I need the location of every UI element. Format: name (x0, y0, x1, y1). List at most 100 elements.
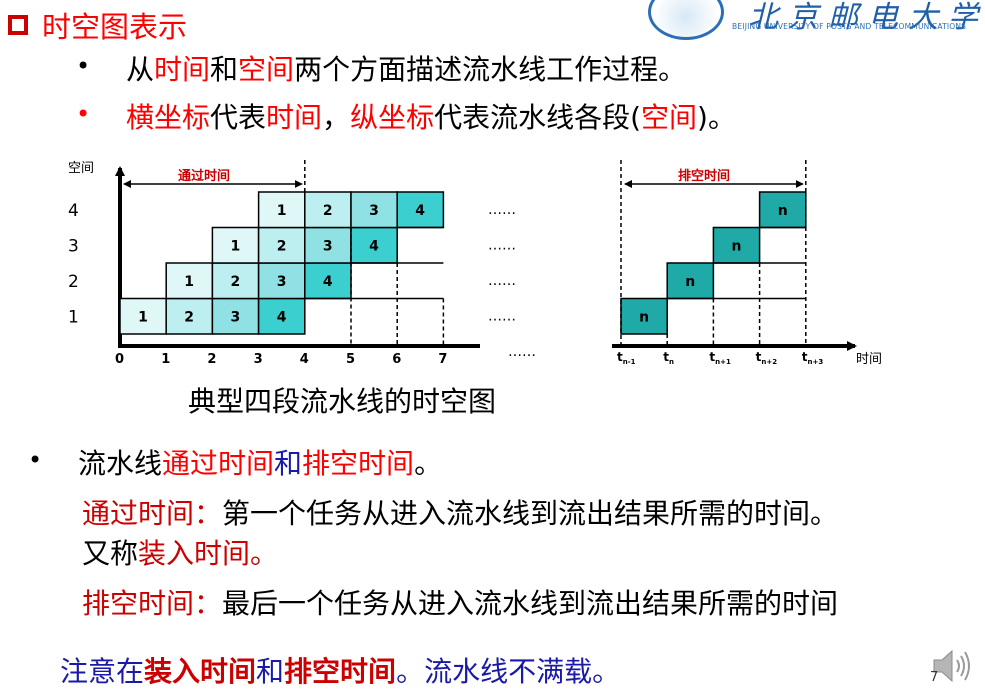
x-tick-subscript: n+2 (761, 358, 777, 366)
task-n-label: n (778, 203, 788, 219)
slide-title: 时空图表示 (8, 4, 187, 46)
x-tick-subscript: n+3 (808, 358, 824, 366)
text: 注意在 (60, 655, 145, 688)
highlight-y-axis: 纵坐标 (350, 101, 435, 134)
text: 从 (126, 53, 155, 86)
x-tick-label: 4 (300, 352, 309, 367)
x-tick-label-right: tn (663, 350, 674, 366)
text: )。 (697, 101, 736, 134)
task-cell-n (666, 262, 715, 300)
title-text: 时空图表示 (42, 10, 188, 44)
task-cell-n (620, 297, 668, 335)
continuation-dots: …… (488, 273, 516, 289)
x-tick-label-right: tn+2 (756, 350, 778, 366)
definition-text: 第一个任务从进入流水线到流出结果所需的时间。 (222, 497, 839, 530)
task-number: 3 (369, 203, 379, 219)
definition-fill-alt: 又称装入时间。 (82, 532, 278, 572)
highlight-space: 空间 (641, 101, 698, 134)
definition-fill-time: 通过时间：第一个任务从进入流水线到流出结果所需的时间。 (82, 492, 838, 532)
task-cell (396, 191, 445, 229)
x-tick-label: 3 (254, 352, 263, 367)
bullet-marker: • (76, 52, 91, 80)
task-number: 4 (277, 309, 287, 325)
highlight-space: 空间 (238, 53, 295, 86)
task-cell (304, 226, 352, 264)
stage-label: 4 (68, 201, 79, 221)
task-number: 2 (323, 203, 333, 219)
text: 。 (250, 537, 279, 570)
drain-time-label: 排空时间 (678, 168, 730, 184)
task-cell (211, 226, 260, 264)
task-number: 2 (184, 309, 194, 325)
definition-label: 通过时间： (82, 497, 223, 530)
university-seal-icon (648, 0, 724, 40)
speaker-icon[interactable] (930, 646, 974, 686)
stage-label: 2 (68, 272, 79, 292)
task-cell (257, 262, 306, 300)
definition-drain-time: 排空时间：最后一个任务从进入流水线到流出结果所需的时间 (82, 582, 838, 622)
task-number: 4 (415, 203, 425, 219)
task-cell (257, 191, 306, 229)
task-cell (119, 297, 167, 335)
continuation-dots: …… (488, 237, 516, 253)
x-axis-label: 时间 (856, 352, 882, 367)
task-number: 1 (184, 274, 194, 290)
highlight-load-time: 装入时间 (138, 537, 251, 570)
fill-time-label: 通过时间 (178, 168, 230, 184)
continuation-dots: …… (488, 202, 516, 218)
highlight-drain-time: 排空时间 (284, 655, 397, 688)
task-number: 3 (277, 274, 287, 290)
text: 和 (274, 447, 303, 480)
text: 又称 (82, 537, 139, 570)
logo-chinese: 北京邮电大学 (748, 0, 985, 35)
task-n-label: n (639, 309, 649, 325)
logo-english: BEIJING UNIVERSITY OF POSTS AND TELECOMM… (732, 22, 967, 31)
text: 两个方面描述流水线工作过程。 (294, 53, 687, 86)
task-cell (165, 262, 214, 300)
y-axis-label: 空间 (68, 161, 94, 176)
bullet-marker: • (28, 446, 43, 474)
task-cell (304, 191, 352, 229)
task-number: 4 (323, 274, 333, 290)
task-number: 1 (138, 309, 148, 325)
continuation-dots: …… (488, 308, 516, 324)
definition-text: 最后一个任务从进入流水线到流出结果所需的时间 (222, 587, 839, 620)
stage-label: 3 (68, 236, 79, 256)
task-number: 1 (231, 238, 241, 254)
x-tick-label-right: tn+1 (709, 350, 731, 366)
task-number: 4 (369, 238, 379, 254)
note-line: 注意在装入时间和排空时间。流水线不满载。 (60, 650, 620, 690)
diagram-caption: 典型四段流水线的时空图 (188, 385, 497, 418)
bullet-marker: • (76, 100, 91, 128)
x-tick-label: 5 (346, 352, 355, 367)
highlight-time: 时间 (266, 101, 323, 134)
task-number: 3 (323, 238, 333, 254)
axis-dots: …… (508, 344, 536, 360)
university-logo: 北京邮电大学 BEIJING UNIVERSITY OF POSTS AND T… (640, 0, 985, 40)
text: 。流水线不满载。 (396, 655, 621, 688)
text: 代表 (210, 101, 267, 134)
task-number: 3 (231, 309, 241, 325)
task-number: 2 (231, 274, 241, 290)
x-tick-label: 2 (207, 352, 216, 367)
page-number: 7 (930, 670, 939, 685)
task-n-label: n (685, 274, 695, 290)
x-tick-subscript: n (669, 358, 674, 366)
highlight-drain-time: 排空时间 (302, 447, 415, 480)
x-tick-label-right: tn-1 (617, 350, 636, 366)
x-tick-label: 7 (438, 352, 447, 367)
text: 和 (256, 655, 285, 688)
x-tick-label: 6 (392, 352, 401, 367)
text: 代表流水线各段( (434, 101, 642, 134)
task-cell (304, 262, 352, 300)
text: 和 (210, 53, 239, 86)
highlight-fill-time: 通过时间 (162, 447, 275, 480)
task-cell (211, 262, 260, 300)
text: ， (322, 101, 351, 134)
task-n-label: n (732, 238, 742, 254)
title-square-icon (8, 15, 28, 35)
highlight-x-axis: 横坐标 (126, 101, 211, 134)
x-tick-label-right: tn+3 (802, 350, 824, 366)
task-cell (257, 226, 306, 264)
task-cell-n (712, 226, 761, 264)
